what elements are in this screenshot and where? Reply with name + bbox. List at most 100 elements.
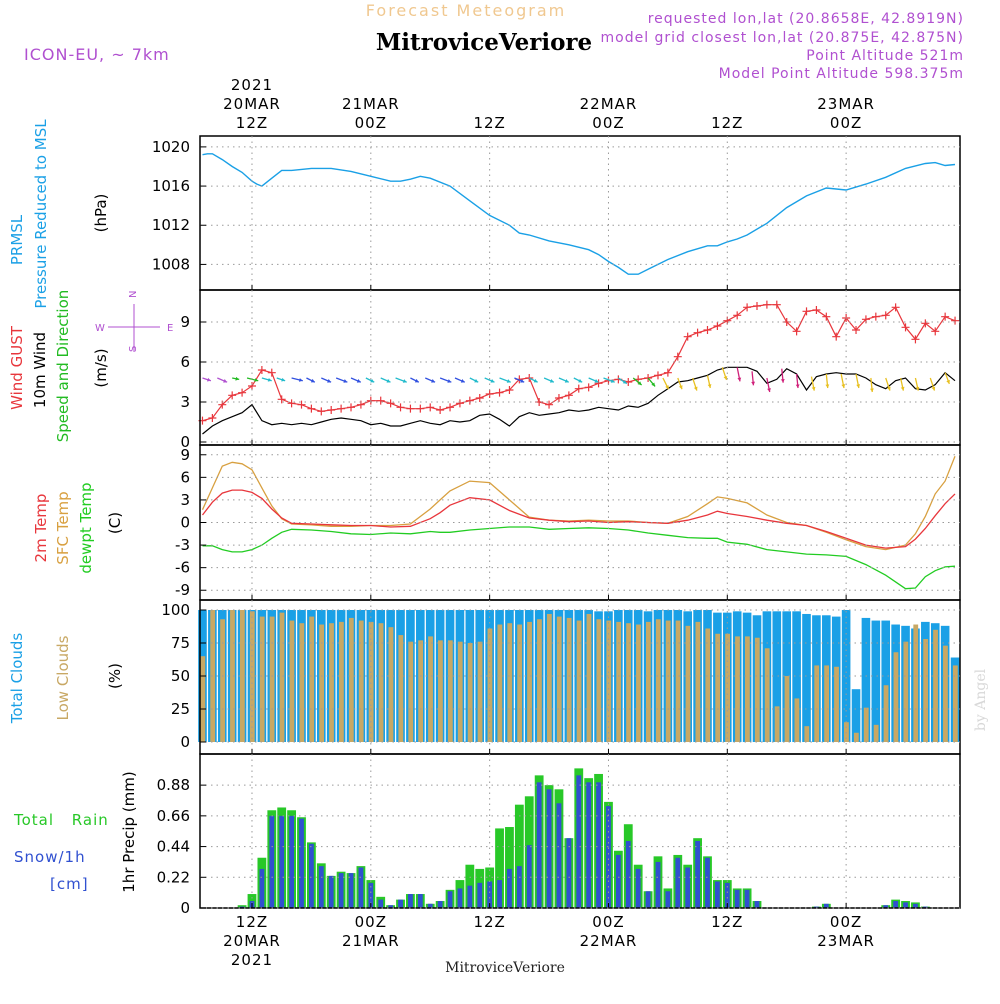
wind-speed-line [202,366,956,435]
low-cloud-bar [348,617,354,742]
gust-marker [545,400,554,409]
snow-bar [893,901,899,908]
snow-bar [417,894,423,908]
snow-bar [665,891,671,908]
wind-arrow-head [870,388,874,392]
temp-label-2m: 2m Temp [32,494,50,563]
wind-arrow-head [856,384,861,388]
precip-ylabel: 1hr Precip (mm) [120,771,138,892]
wind-arrow-head [310,378,315,383]
low-cloud-bar [784,676,790,742]
total-cloud-bar [841,610,851,742]
panel-frame-0: 1008 1012 1016 1020 [152,135,961,291]
low-cloud-bar [913,624,919,742]
wind-arrow-head [887,386,891,391]
temp-ylabel: (C) [106,512,124,534]
snow-bar [754,901,760,908]
low-cloud-bar [735,636,740,742]
low-cloud-bar [695,621,701,742]
low-cloud-bar [398,635,404,742]
wind-arrow-head [900,386,905,391]
gust-marker [891,303,900,312]
snow-bar [714,881,720,908]
total-cloud-bar [881,620,891,742]
low-cloud-bar [616,621,622,742]
snow-bar [883,905,889,908]
gust-marker [881,311,890,320]
y-tick-label: 0 [180,899,190,917]
dewpoint-line [202,526,956,590]
gust-marker [208,414,217,422]
wind-arrow-head [298,378,303,382]
gust-marker [554,394,563,402]
low-cloud-bar [626,623,631,742]
requested-coords: requested lon,lat (20.8658E, 42.8919N) [648,11,964,27]
low-cloud-bar [903,641,909,742]
low-cloud-bar [467,643,473,742]
low-cloud-bar [418,640,424,742]
low-cloud-bar [824,665,830,742]
low-cloud-bar [556,616,562,742]
wind-arrow-head [402,379,407,383]
pressure-ylabel: (hPa) [92,194,110,233]
low-cloud-bar [457,641,463,742]
wind-arrow-head [946,379,950,384]
y-tick-label: 0 [180,433,190,451]
wind-arrow-head [767,388,771,392]
gust-marker [683,332,692,341]
low-cloud-bar [705,628,711,742]
low-cloud-bar [339,621,344,742]
time-axis-label: 12Z [711,913,743,931]
panel-frame-2: -9 -6 -3 0 3 6 9 [175,444,961,601]
low-cloud-bar [853,732,859,742]
wind-arrow-head [795,384,800,388]
y-tick-label: 0.44 [157,838,190,856]
low-cloud-bar [665,620,671,742]
low-cloud-bar [249,611,255,742]
low-cloud-bar [606,620,612,742]
pressure-label-msl: Pressure Reduced to MSL [32,119,50,309]
snow-bar [615,854,621,908]
y-tick-label: 3 [180,393,190,411]
pressure-line [202,153,956,275]
time-axis-label: 2021 [231,76,273,94]
low-cloud-bar [764,648,770,742]
y-tick-label: 1008 [152,255,190,273]
snow-bar [427,903,433,908]
snow-bar [269,815,275,908]
page-title: MitroviceVeriore [376,29,592,56]
snow-bar [734,889,740,908]
y-tick-label: 1016 [152,177,190,195]
low-cloud-bar [259,616,265,742]
gust-marker [396,403,405,412]
time-axis-label: 20MAR [223,95,281,113]
gust-marker [921,319,930,328]
gust-marker [871,312,880,321]
low-cloud-bar [279,612,285,742]
y-tick-label: 75 [171,634,190,652]
low-cloud-bar [447,640,453,742]
snow-bar [279,815,285,908]
model-label: ICON-EU, ~ 7km [24,45,170,64]
total-cloud-bar [792,611,801,742]
low-cloud-bar [537,619,542,742]
wind-arrow-head [370,378,375,383]
y-tick-label: 0.22 [157,868,190,886]
y-tick-label: 100 [161,601,190,619]
gust-marker [406,404,415,413]
wind-arrow-head [235,376,240,381]
low-cloud-bar [675,620,681,742]
gust-marker [574,384,583,393]
rain-bar [514,804,524,908]
gust-marker [812,306,821,314]
low-cloud-bar [645,621,651,742]
total-cloud-bar [851,689,861,742]
low-cloud-bar [358,620,364,742]
low-cloud-bar [804,726,810,742]
wind-arrow-head [841,384,846,388]
panel-frame-3: 0 25 50 75 100 [161,599,961,755]
gust-marker [257,366,266,374]
y-tick-label: 9 [180,446,190,464]
total-cloud-bar [861,617,871,742]
